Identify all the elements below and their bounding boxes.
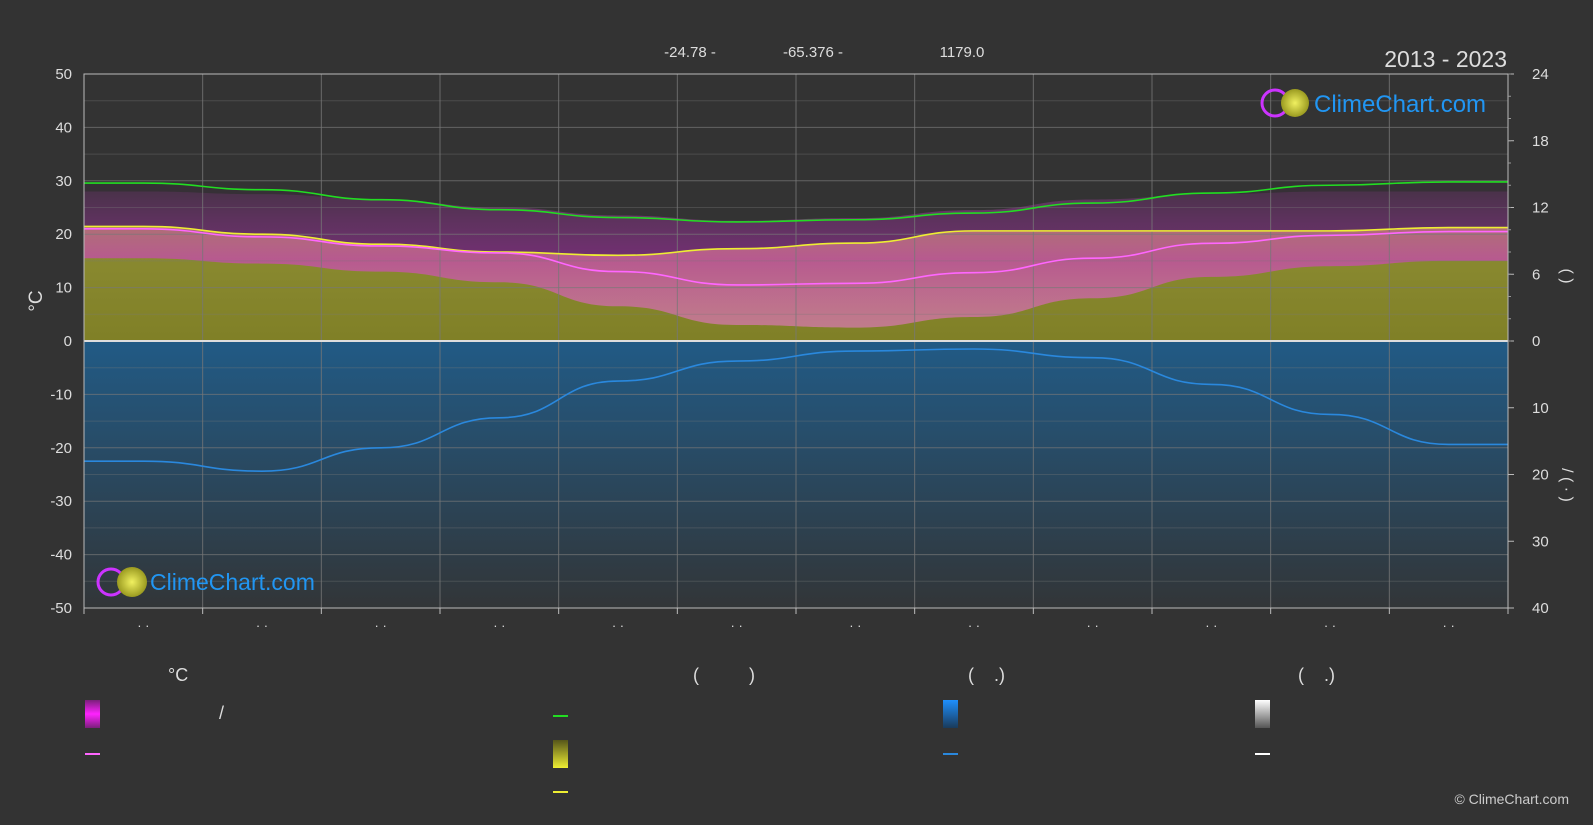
y-tick-label-left: -30 — [50, 493, 72, 510]
x-tick-label: · · — [1205, 618, 1217, 633]
logo-sun-icon — [117, 567, 147, 597]
temperature-mean-line — [84, 228, 1508, 286]
y-tick-label-left: 40 — [55, 119, 72, 136]
legend-heading-temperature: °C — [168, 665, 189, 685]
x-tick-label: · · — [1443, 618, 1455, 633]
legend-swatch-daylight — [553, 715, 568, 717]
y-tick-label-right-bottom: 40 — [1532, 600, 1549, 617]
legend-swatch-temp-mean — [85, 753, 100, 755]
y-tick-label-right-bottom: 30 — [1532, 533, 1549, 550]
legend-heading-daylight: ( ) — [693, 665, 755, 685]
coord-elevation: 1179.0 — [940, 44, 985, 61]
y-tick-label-right-bottom: 10 — [1532, 400, 1549, 417]
x-tick-label: · · — [375, 618, 387, 633]
legend-swatch-temp-range — [85, 700, 100, 728]
year-range: 2013 - 2023 — [1384, 46, 1507, 72]
y-tick-label-left: 10 — [55, 280, 72, 297]
logo-sun-icon — [1281, 89, 1309, 117]
series-lines — [83, 181, 1508, 472]
legend-swatch-rain-range — [943, 700, 958, 728]
y-axis-label-left: °C — [26, 290, 47, 311]
legend-swatch-snow-mean — [1255, 753, 1270, 755]
x-tick-label: · · — [493, 618, 505, 633]
y-tick-label-right-bottom: 20 — [1532, 467, 1549, 484]
x-tick-label: · · — [256, 618, 268, 633]
x-tick-label: · · — [1087, 618, 1099, 633]
watermark-text-bottom: ClimeChart.com — [150, 569, 315, 595]
legend-swatch-snow-range — [1255, 700, 1270, 728]
x-tick-label: · · — [731, 618, 743, 633]
legend-heading-snow: ( .) — [1298, 665, 1335, 685]
climate-chart: 50 40 30 20 10 0 -10 -20 -30 -40 -50 24 18 12 6 0 10 20 30… — [26, 44, 1575, 633]
sunshine-line — [84, 225, 1508, 257]
watermark-top: ClimeChart.com — [1260, 88, 1486, 118]
y-tick-label-left: 20 — [55, 226, 72, 243]
y-tick-label-left: -10 — [50, 386, 72, 403]
coord-lon: -65.376 - — [783, 44, 843, 61]
x-tick-label: · · — [137, 618, 149, 633]
legend-swatch-sunshine-mean — [553, 791, 568, 793]
y-tick-label-left: -20 — [50, 440, 72, 457]
axes: 50 40 30 20 10 0 -10 -20 -30 -40 -50 24 18 12 6 0 10 20 30… — [50, 66, 1548, 633]
precipitation-line — [84, 348, 1508, 472]
legend-heading-rain: ( .) — [968, 665, 1005, 685]
x-tick-label: · · — [968, 618, 980, 633]
y-tick-label-left: -50 — [50, 600, 72, 617]
y-tick-label-left: 50 — [55, 66, 72, 83]
y-tick-label-right-top: 0 — [1532, 333, 1540, 350]
y-tick-label-right-top: 12 — [1532, 200, 1549, 217]
y-tick-label-left: 0 — [64, 333, 72, 350]
y-axis-label-right-bottom: / ( · ) — [1558, 468, 1575, 502]
x-tick-label: · · — [1324, 618, 1336, 633]
grid — [84, 73, 1508, 609]
legend-label-temp-range: / — [219, 703, 225, 723]
y-tick-label-right-top: 18 — [1532, 133, 1549, 150]
watermark-text-top: ClimeChart.com — [1314, 91, 1486, 118]
daylight-line — [83, 181, 1508, 223]
legend-swatch-sunshine-range — [553, 740, 568, 768]
y-tick-label-left: -40 — [50, 547, 72, 564]
coord-lat: -24.78 - — [664, 44, 716, 61]
x-tick-label: · · — [612, 618, 624, 633]
watermark-bottom: ClimeChart.com — [96, 567, 315, 597]
copyright: © ClimeChart.com — [1454, 791, 1569, 807]
y-tick-label-right-top: 6 — [1532, 266, 1540, 283]
y-axis-label-right-top: ( ) — [1558, 268, 1575, 283]
legend-swatch-rain-mean — [943, 753, 958, 755]
y-tick-label-left: 30 — [55, 173, 72, 190]
y-tick-label-right-top: 24 — [1532, 66, 1549, 83]
x-tick-label: · · — [849, 618, 861, 633]
